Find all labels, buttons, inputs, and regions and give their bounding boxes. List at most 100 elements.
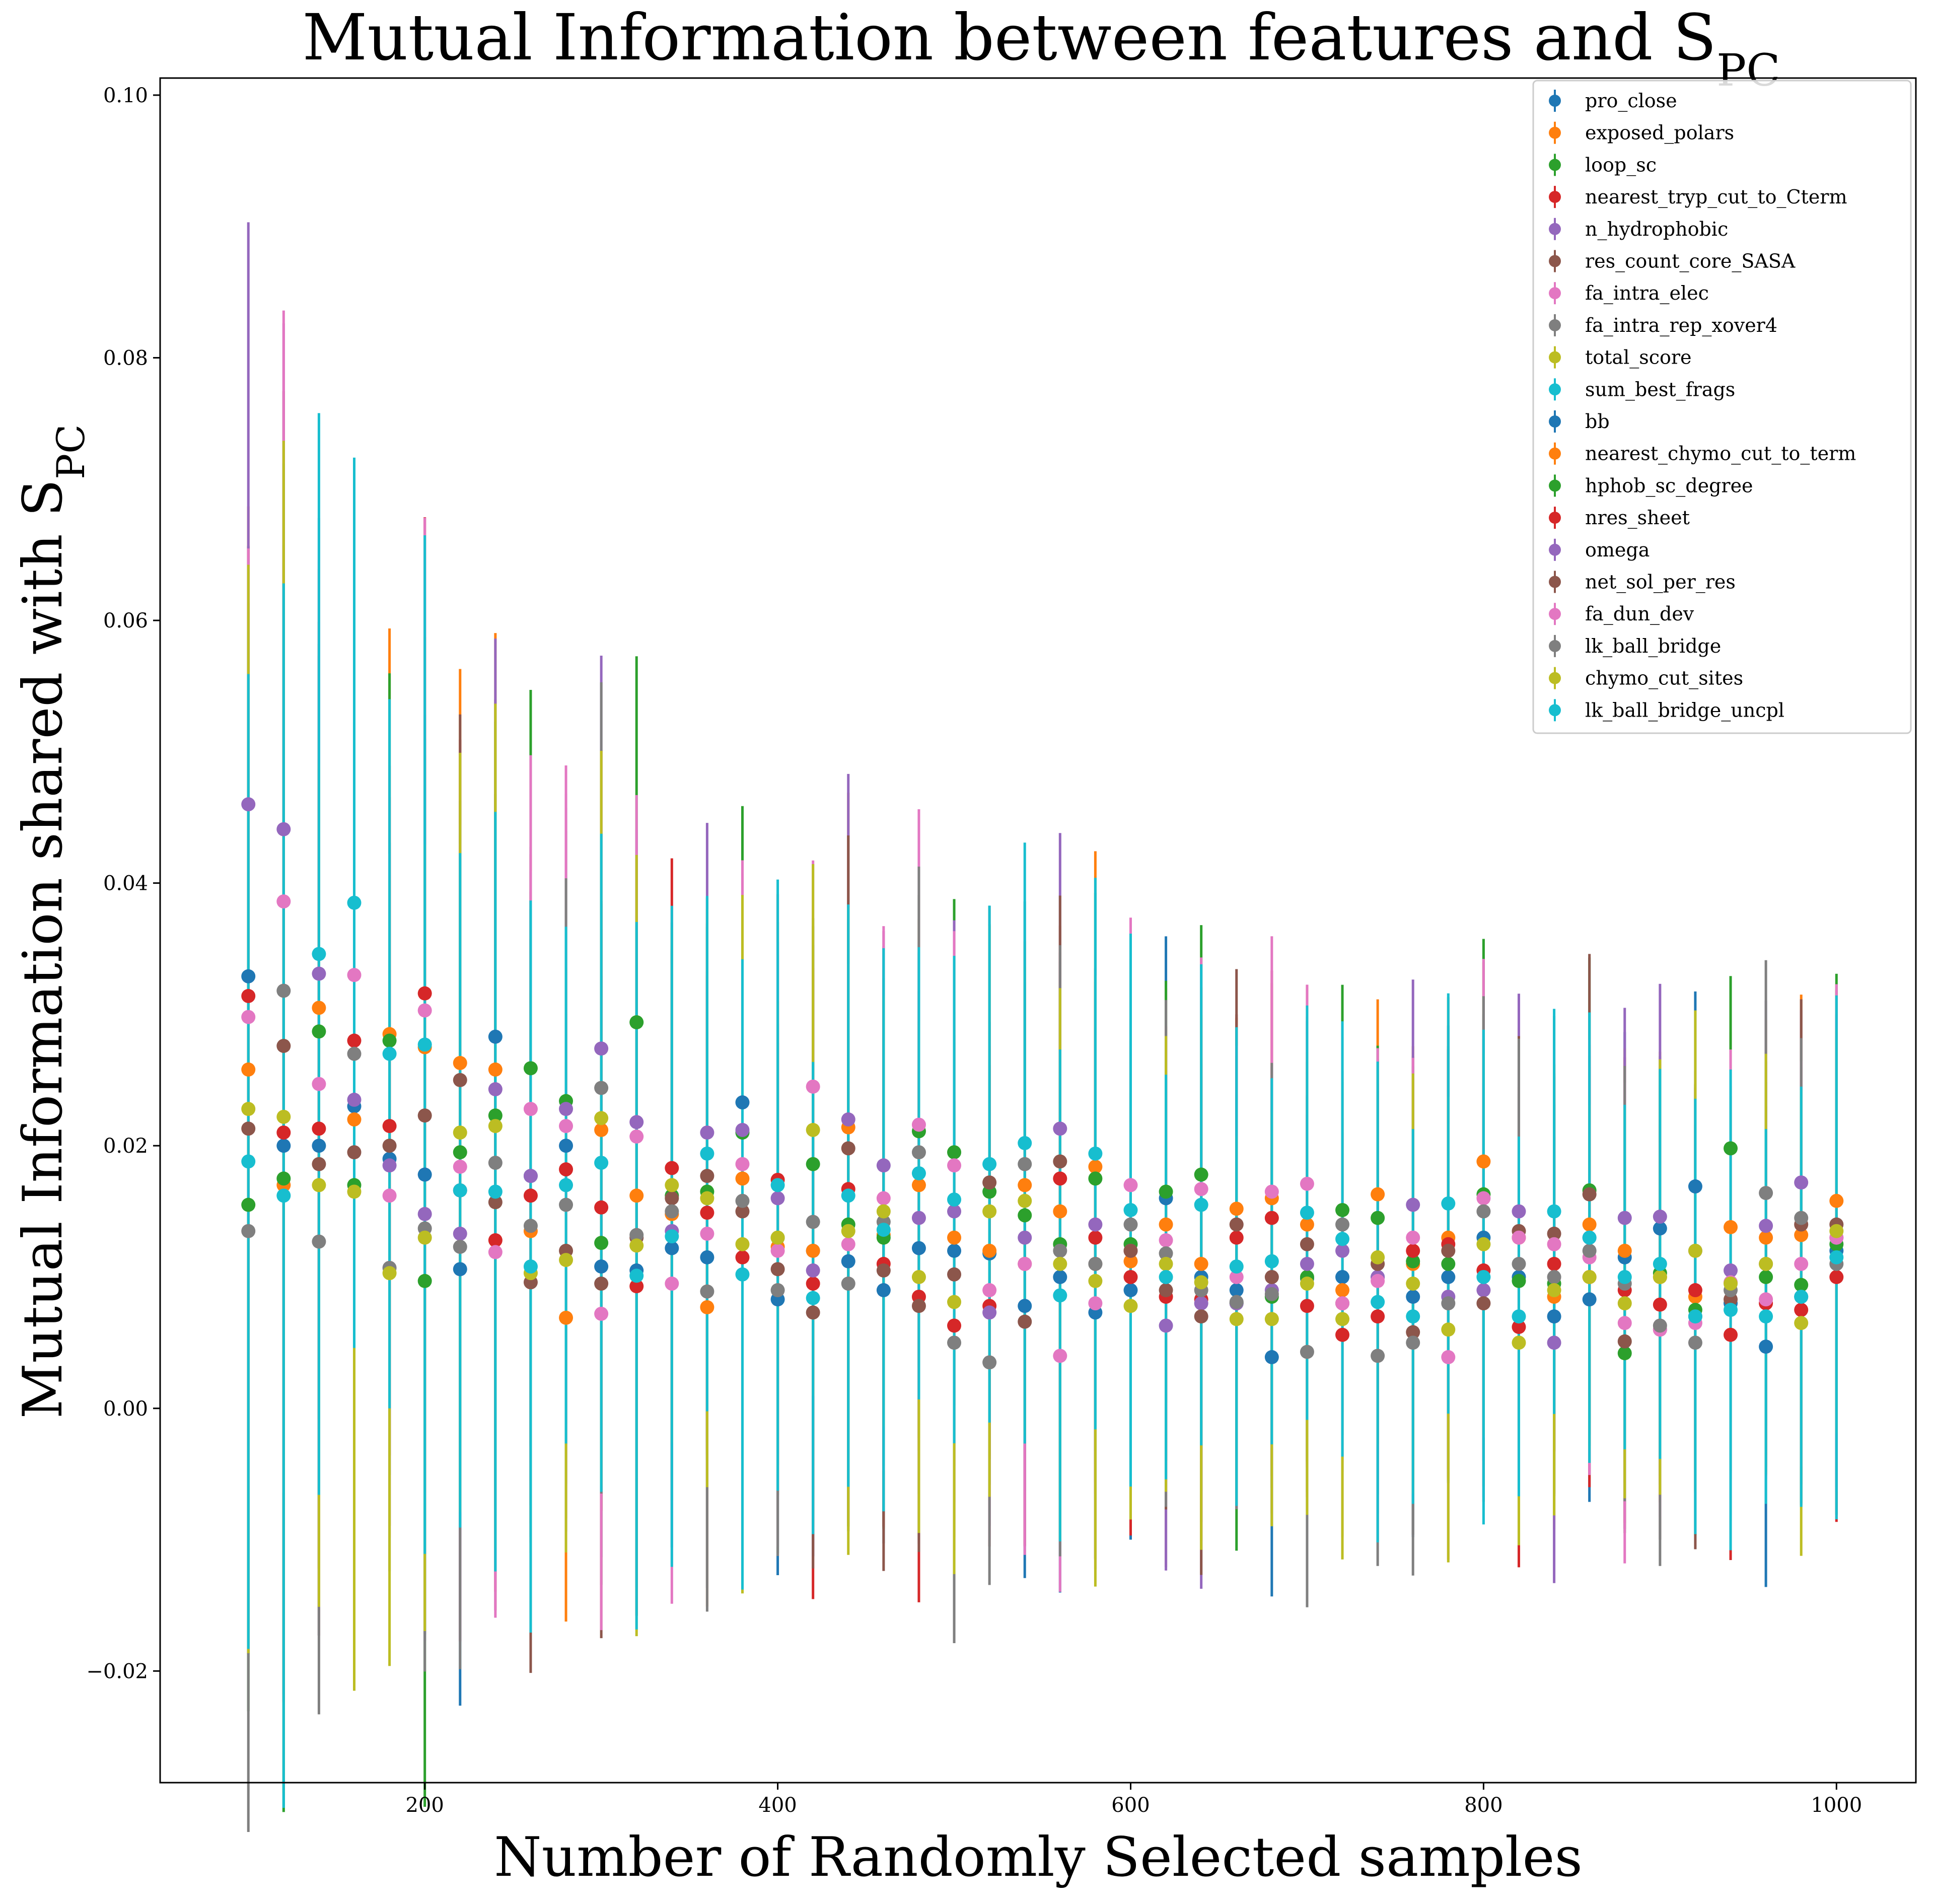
- data-point: [1123, 1299, 1138, 1313]
- data-point: [1300, 1176, 1314, 1191]
- data-point: [665, 1204, 679, 1219]
- data-point: [594, 1156, 609, 1170]
- data-point: [665, 1178, 679, 1192]
- data-point: [1159, 1184, 1173, 1199]
- data-point: [417, 1003, 432, 1018]
- data-point: [1335, 1203, 1350, 1217]
- data-point: [629, 1115, 644, 1130]
- data-point: [1512, 1204, 1526, 1219]
- data-point: [1688, 1335, 1702, 1350]
- data-point: [1159, 1233, 1173, 1247]
- y-tick-label: 0.08: [103, 346, 148, 370]
- legend-label: exposed_polars: [1585, 122, 1734, 145]
- data-point: [1335, 1243, 1350, 1258]
- data-point: [1794, 1211, 1809, 1225]
- data-point: [1371, 1211, 1385, 1225]
- data-point: [1335, 1327, 1350, 1342]
- legend-label: omega: [1585, 539, 1650, 561]
- data-point: [1759, 1256, 1773, 1271]
- data-point: [417, 986, 432, 1001]
- data-point: [665, 1241, 679, 1255]
- data-point: [806, 1079, 820, 1094]
- data-point: [276, 983, 291, 998]
- data-point: [1441, 1296, 1456, 1311]
- y-tick-label: 0.04: [103, 872, 148, 895]
- data-point: [1194, 1275, 1208, 1290]
- data-point: [700, 1169, 714, 1183]
- data-point: [488, 1029, 503, 1044]
- data-point: [559, 1102, 574, 1116]
- data-point: [594, 1081, 609, 1095]
- data-point: [453, 1226, 467, 1241]
- data-point: [1088, 1146, 1103, 1161]
- data-point: [382, 1033, 397, 1048]
- data-point: [1829, 1224, 1844, 1238]
- data-point: [1512, 1274, 1526, 1288]
- legend-item: chymo_cut_sites: [1549, 667, 1743, 690]
- y-axis-label-subscript: PC: [48, 425, 93, 479]
- data-point: [1123, 1178, 1138, 1192]
- legend-marker: [1549, 95, 1561, 107]
- legend-label: loop_sc: [1585, 154, 1657, 176]
- data-point: [1335, 1296, 1350, 1311]
- data-point: [417, 1274, 432, 1288]
- data-point: [1441, 1270, 1456, 1284]
- x-tick-label: 600: [1111, 1794, 1150, 1817]
- data-point: [1617, 1296, 1632, 1311]
- data-point: [1476, 1237, 1491, 1251]
- legend-item: sum_best_frags: [1549, 378, 1735, 401]
- data-point: [347, 1112, 362, 1127]
- data-point: [1688, 1283, 1702, 1298]
- legend-label: fa_intra_rep_xover4: [1585, 314, 1777, 337]
- data-point: [1088, 1217, 1103, 1232]
- data-point: [1724, 1303, 1738, 1317]
- data-point: [1053, 1243, 1067, 1258]
- data-point: [347, 895, 362, 910]
- data-point: [947, 1204, 962, 1219]
- data-point: [276, 1139, 291, 1153]
- data-point: [735, 1157, 750, 1171]
- data-point: [1088, 1159, 1103, 1174]
- legend-item: n_hydrophobic: [1549, 218, 1728, 241]
- data-point: [1406, 1230, 1420, 1245]
- data-point: [1053, 1349, 1067, 1363]
- data-point: [1018, 1299, 1032, 1313]
- data-point: [1371, 1187, 1385, 1202]
- data-point: [1512, 1335, 1526, 1350]
- data-point: [1829, 1250, 1844, 1264]
- data-point: [700, 1284, 714, 1299]
- data-point: [523, 1259, 538, 1274]
- data-point: [1759, 1186, 1773, 1201]
- data-point: [629, 1238, 644, 1253]
- legend-marker: [1549, 672, 1561, 684]
- data-point: [1512, 1256, 1526, 1271]
- legend-marker: [1549, 255, 1561, 267]
- data-point: [276, 1109, 291, 1124]
- data-point: [312, 1024, 326, 1039]
- data-point: [382, 1046, 397, 1061]
- data-point: [1653, 1270, 1667, 1284]
- data-point: [1547, 1309, 1561, 1324]
- legend-item: omega: [1549, 538, 1650, 561]
- data-point: [1441, 1322, 1456, 1337]
- data-point: [1159, 1283, 1173, 1298]
- data-point: [770, 1243, 785, 1258]
- data-point: [312, 1121, 326, 1136]
- data-point: [1794, 1316, 1809, 1330]
- x-tick-label: 800: [1464, 1794, 1502, 1817]
- data-point: [982, 1204, 997, 1219]
- legend-label: bb: [1585, 410, 1610, 433]
- data-point: [982, 1305, 997, 1320]
- data-point: [1582, 1230, 1597, 1245]
- data-point: [1617, 1346, 1632, 1361]
- data-point: [1371, 1250, 1385, 1264]
- data-point: [488, 1233, 503, 1247]
- data-point: [594, 1259, 609, 1274]
- data-point: [700, 1250, 714, 1264]
- data-point: [1053, 1154, 1067, 1169]
- data-point: [1194, 1197, 1208, 1212]
- data-point: [806, 1122, 820, 1137]
- data-point: [1264, 1211, 1279, 1225]
- data-point: [382, 1119, 397, 1134]
- x-tick-label: 1000: [1811, 1794, 1862, 1817]
